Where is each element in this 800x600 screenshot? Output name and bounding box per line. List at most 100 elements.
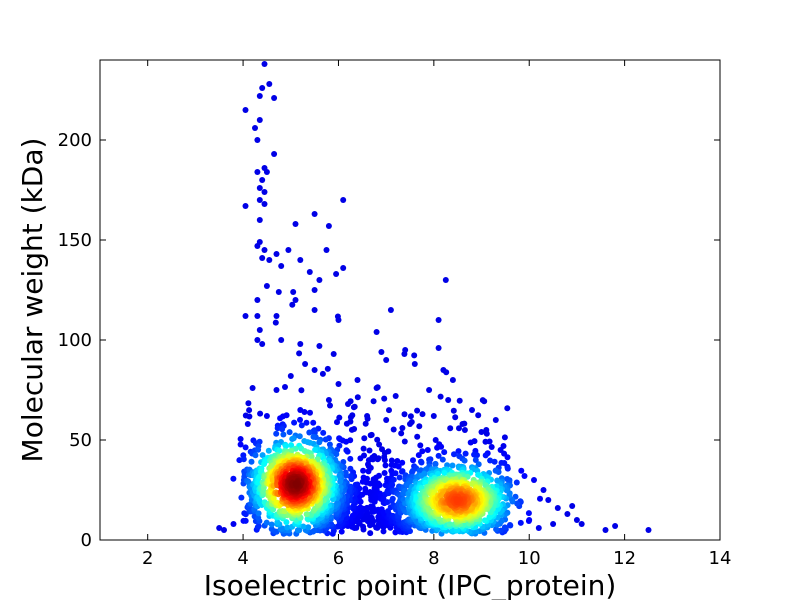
data-point bbox=[307, 409, 313, 416]
data-point bbox=[297, 341, 304, 347]
data-point bbox=[338, 528, 345, 535]
data-point bbox=[305, 524, 312, 531]
data-point bbox=[311, 287, 318, 293]
data-point bbox=[310, 433, 317, 440]
data-point bbox=[265, 447, 272, 454]
data-point bbox=[252, 125, 258, 131]
data-point bbox=[336, 435, 343, 442]
data-point bbox=[280, 431, 287, 438]
data-point bbox=[350, 503, 357, 510]
data-point bbox=[254, 337, 261, 343]
data-point bbox=[360, 445, 367, 452]
data-point bbox=[415, 452, 422, 459]
data-point bbox=[401, 351, 408, 357]
data-point bbox=[300, 523, 307, 530]
data-point bbox=[242, 444, 249, 451]
data-point bbox=[365, 463, 372, 470]
data-point bbox=[550, 521, 557, 527]
data-point bbox=[277, 415, 284, 422]
data-point bbox=[374, 456, 381, 463]
data-point bbox=[283, 519, 290, 526]
data-point bbox=[482, 452, 489, 459]
data-point bbox=[242, 107, 249, 113]
data-point bbox=[291, 419, 298, 426]
data-point bbox=[249, 385, 256, 391]
y-tick-label: 0 bbox=[81, 530, 92, 551]
data-point bbox=[462, 450, 469, 457]
data-point bbox=[456, 397, 463, 404]
data-point bbox=[407, 421, 413, 427]
data-point bbox=[399, 468, 406, 475]
data-point bbox=[472, 457, 479, 463]
data-point bbox=[354, 394, 361, 401]
data-point bbox=[335, 317, 342, 323]
x-tick-label: 6 bbox=[333, 548, 344, 569]
data-point bbox=[385, 448, 392, 455]
data-point bbox=[452, 414, 459, 421]
data-point bbox=[380, 528, 387, 535]
data-point bbox=[242, 203, 249, 209]
data-point bbox=[325, 223, 332, 229]
data-point bbox=[376, 472, 382, 479]
data-point bbox=[481, 398, 488, 405]
data-point bbox=[259, 341, 266, 347]
data-point bbox=[316, 439, 323, 446]
data-point bbox=[364, 415, 371, 422]
data-point bbox=[390, 426, 397, 433]
data-point bbox=[263, 413, 270, 419]
data-point bbox=[271, 151, 278, 157]
data-point bbox=[409, 469, 415, 476]
data-point bbox=[414, 433, 421, 440]
data-point bbox=[518, 467, 525, 474]
data-point bbox=[302, 361, 309, 367]
data-point bbox=[216, 525, 223, 531]
data-point bbox=[230, 475, 237, 482]
data-point bbox=[257, 410, 264, 417]
data-point bbox=[367, 530, 374, 537]
data-points bbox=[216, 61, 652, 537]
data-point bbox=[441, 449, 448, 456]
data-point bbox=[323, 247, 330, 253]
data-point bbox=[282, 443, 289, 450]
data-point bbox=[348, 426, 355, 433]
data-point bbox=[381, 457, 388, 464]
data-point bbox=[383, 417, 390, 423]
data-point bbox=[475, 461, 482, 468]
x-tick-label: 14 bbox=[709, 548, 732, 569]
data-point bbox=[478, 429, 485, 435]
data-point bbox=[469, 407, 475, 413]
data-point bbox=[268, 526, 275, 532]
data-point bbox=[487, 457, 494, 464]
data-point bbox=[430, 413, 437, 419]
x-tick-label: 12 bbox=[613, 548, 636, 569]
data-point bbox=[535, 525, 542, 531]
data-point bbox=[378, 349, 385, 355]
data-point bbox=[337, 478, 344, 485]
data-point bbox=[354, 377, 361, 383]
data-point bbox=[434, 444, 441, 451]
data-point bbox=[254, 297, 261, 303]
data-point bbox=[345, 401, 351, 407]
plot-frame bbox=[99, 59, 721, 541]
data-point bbox=[330, 351, 337, 357]
data-point bbox=[488, 444, 495, 450]
data-point bbox=[401, 411, 408, 418]
data-point bbox=[368, 514, 375, 521]
data-point bbox=[418, 459, 425, 466]
data-point bbox=[261, 247, 268, 253]
data-point bbox=[240, 456, 247, 463]
data-point bbox=[357, 455, 364, 462]
data-point bbox=[256, 185, 263, 191]
data-point bbox=[311, 527, 318, 534]
data-point bbox=[373, 385, 380, 391]
data-point bbox=[347, 455, 354, 462]
data-point bbox=[252, 452, 259, 459]
data-point bbox=[290, 289, 297, 295]
data-point bbox=[319, 370, 326, 377]
data-point bbox=[514, 500, 521, 507]
data-point bbox=[273, 251, 280, 257]
data-point bbox=[366, 447, 373, 454]
data-point bbox=[537, 495, 543, 502]
data-point bbox=[286, 429, 293, 436]
data-point bbox=[324, 365, 331, 372]
